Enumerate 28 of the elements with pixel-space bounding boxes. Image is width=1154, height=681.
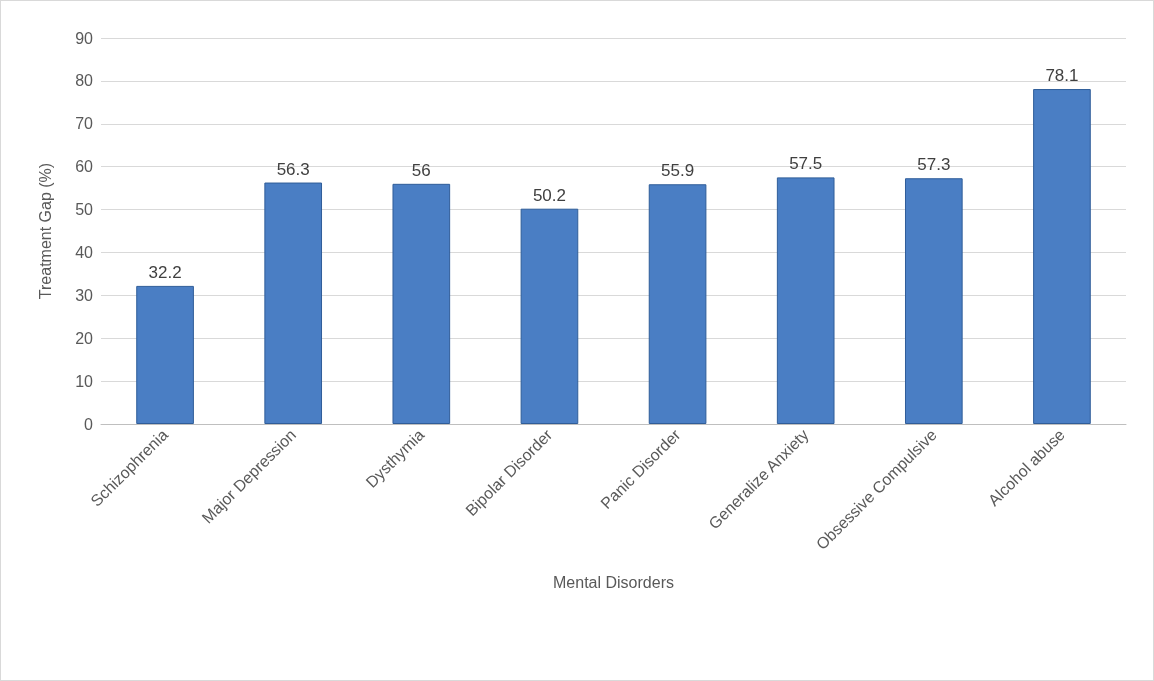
- y-tick-label: 80: [75, 72, 94, 90]
- y-tick-label: 70: [75, 115, 94, 133]
- data-label: 57.3: [917, 155, 951, 175]
- bar: [136, 285, 194, 424]
- y-tick-label: 50: [75, 201, 94, 219]
- y-tick-label: 10: [75, 372, 94, 390]
- data-label: 56.3: [276, 159, 310, 179]
- bar: [648, 184, 707, 424]
- y-axis-title: Treatment Gap (%): [36, 162, 54, 300]
- bar: [776, 177, 835, 424]
- bar: [264, 182, 323, 424]
- y-tick-label: 20: [75, 329, 94, 347]
- data-label: 32.2: [148, 262, 182, 282]
- bar: [392, 183, 451, 424]
- y-tick-label: 60: [75, 158, 94, 176]
- y-tick-label: 90: [75, 29, 94, 47]
- data-label: 56: [411, 160, 431, 180]
- data-label: 78.1: [1045, 66, 1079, 86]
- data-label: 50.2: [532, 185, 566, 205]
- y-tick-label: 0: [84, 415, 94, 433]
- data-label: 55.9: [661, 161, 695, 181]
- bar: [520, 208, 579, 424]
- bar: [904, 178, 963, 424]
- data-label: 57.5: [789, 154, 823, 174]
- bar: [1033, 89, 1091, 424]
- y-tick-label: 30: [75, 286, 94, 304]
- y-tick-label: 40: [75, 243, 94, 261]
- x-axis-title: Mental Disorders: [553, 573, 674, 591]
